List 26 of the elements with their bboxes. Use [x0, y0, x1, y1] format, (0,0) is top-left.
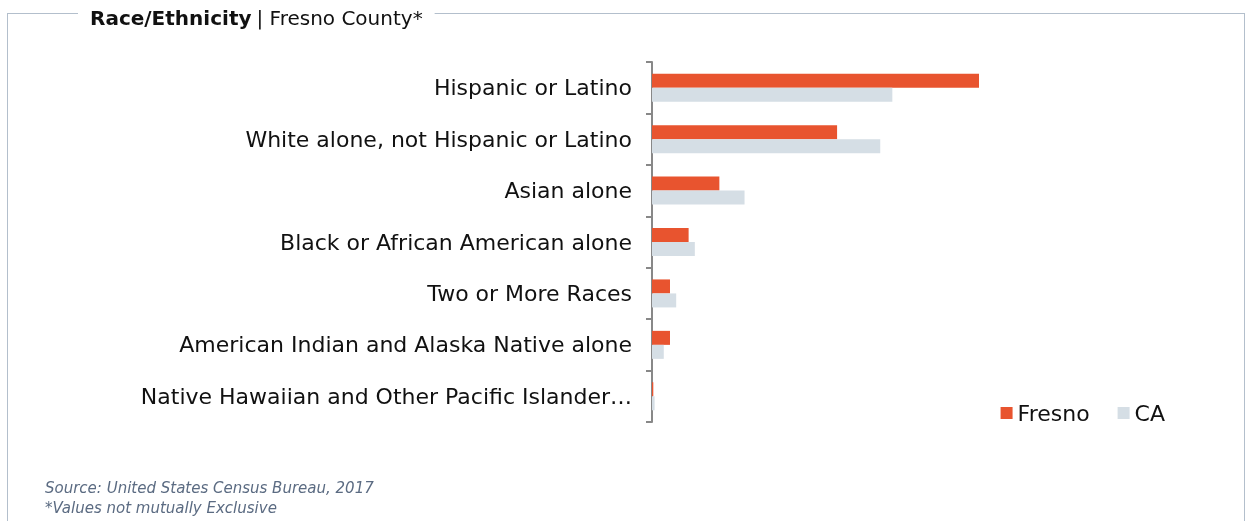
bar [652, 344, 664, 359]
bar [652, 73, 979, 88]
y-tick-label: Asian alone [504, 178, 632, 204]
bar [652, 279, 670, 294]
bar [652, 242, 695, 256]
y-tick-label: White alone, not Hispanic or Latino [245, 126, 632, 152]
bar [652, 293, 677, 308]
y-tick-label: American Indian and Alaska Native alone [179, 332, 632, 358]
bar [652, 190, 745, 205]
text: | Fresno County* [256, 6, 423, 30]
bar [652, 228, 689, 242]
bar [652, 330, 670, 345]
y-tick-label: Native Hawaiian and Other Pacific Islander… [140, 383, 632, 409]
y-tick-label: Black or African American alone [280, 229, 632, 255]
source-note: Source: United States Census Bureau, 2017 [45, 478, 374, 498]
y-tick-label: Hispanic or Latino [433, 75, 632, 101]
bar [652, 139, 881, 154]
legend-label: CA [1134, 400, 1166, 426]
bar [652, 176, 720, 191]
bar [652, 87, 893, 102]
bar [652, 125, 838, 140]
y-tick-label: Two or More Races [426, 280, 632, 306]
bar [652, 396, 655, 411]
legend-label: Fresno [1017, 400, 1090, 426]
text: Race/Ethnicity [90, 6, 252, 30]
text: *Values not mutually Exclusive [45, 498, 278, 518]
